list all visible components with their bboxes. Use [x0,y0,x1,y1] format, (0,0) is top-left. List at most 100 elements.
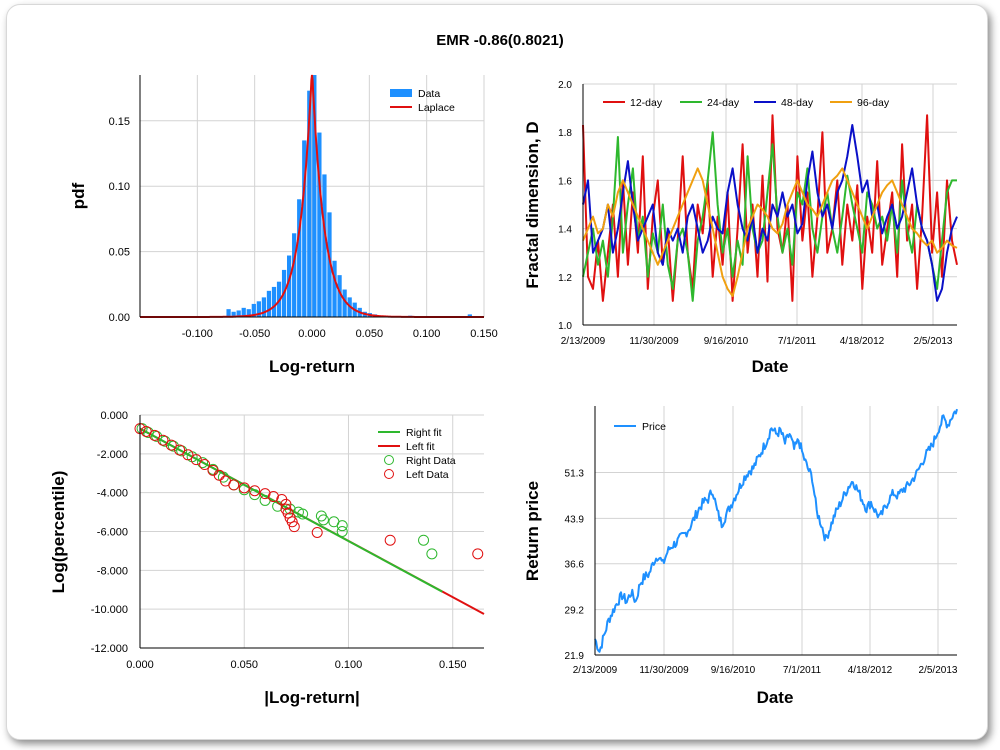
tail-right-data-point [315,510,327,522]
pdf-ylabel: pdf [69,182,88,209]
pdf-bar [332,260,337,317]
fractal-legend-label: 96-day [857,97,890,109]
tail-left-data-point [472,548,484,560]
fractal-legend-label: 12-day [630,97,663,109]
pdf-bar [297,199,302,317]
pdf-bar [287,255,292,317]
pdf-xlabel: Log-return [269,357,355,376]
price-ytick-label: 51.3 [565,468,585,479]
pdf-legend-swatch-data [390,89,412,97]
tail-left-data-point [384,534,396,546]
tail-left-data-point [228,479,240,491]
tail-xtick-label: 0.050 [230,659,258,671]
pdf-legend-data: Data [418,88,440,100]
pdf-xtick-label: -0.050 [239,328,270,340]
tail-left-data-point [157,434,169,446]
tail-left-data-point [213,469,225,481]
pdf-bar [241,307,246,317]
tail-left-data-point [149,429,161,441]
tail-legend-left-fit: Left fit [406,441,435,453]
tail-xtick-label: 0.000 [126,659,154,671]
pdf-xtick-label: 0.150 [470,328,498,340]
chart-panel [6,4,988,740]
price-ytick-label: 21.9 [565,651,585,662]
pdf-bar [307,90,312,317]
pdf-bar [246,309,251,317]
tail-right-data-point [418,534,430,546]
tail-left-data-point [282,507,294,519]
fractal-xtick-label: 11/30/2009 [629,336,679,347]
pdf-xtick-label: 0.100 [413,328,441,340]
fractal-xtick-label: 2/13/2009 [561,336,606,347]
price-xtick-label: 2/5/2013 [919,665,958,676]
tail-left-data-point [165,439,177,451]
tail-legend-swatch-right-data [384,455,394,465]
tail-xtick-label: 0.150 [439,659,467,671]
fractal-ylabel: Fractal dimension, D [523,121,542,288]
fractal-xlabel: Date [752,357,789,376]
tail-ytick-label: -4.000 [97,488,128,500]
pdf-bar [271,286,277,317]
pdf-bar [337,275,342,317]
pdf-ytick-label: 0.05 [109,247,130,259]
pdf-bar [292,233,297,317]
pdf-bar [256,301,261,317]
pdf-bar [342,289,347,317]
tail-left-data-point [199,459,211,471]
price-xtick-label: 7/1/2011 [783,665,822,676]
pdf-xtick-label: 0.000 [298,328,326,340]
tail-left-data-point [311,526,323,538]
tail-left-data-point [286,516,298,528]
fractal-legend-label: 24-day [707,97,740,109]
tail-right-data-point [426,548,438,560]
fractal-series-line [582,167,958,298]
fractal-ytick-label: 1.0 [558,321,572,332]
pdf-xtick-label: -0.100 [182,328,213,340]
tail-right-data-point [297,508,309,520]
pdf-bar [327,212,332,317]
tail-left-data-point [280,498,292,510]
tail-left-data-point [267,491,279,503]
tail-left-data-point [288,521,300,533]
tail-left-data-point [249,485,261,497]
tail-ylabel: Log(percentile) [49,471,68,594]
fractal-ytick-label: 1.8 [558,128,572,139]
tail-left-data-point [190,454,202,466]
pdf-ytick-label: 0.10 [109,181,130,193]
tail-legend-left-data: Left Data [406,469,449,481]
fractal-ytick-label: 1.6 [558,176,572,187]
tail-right-data-point [317,514,329,526]
price-ytick-label: 43.9 [565,514,585,525]
price-ytick-label: 36.6 [565,560,585,571]
pdf-bar [302,140,307,317]
figure-title: EMR -0.86(0.8021) [436,32,564,49]
fractal-ytick-label: 1.4 [558,225,572,236]
pdf-bar [226,309,231,317]
tail-xtick-label: 0.100 [335,659,363,671]
price-xlabel: Date [757,688,794,707]
fractal-xtick-label: 4/18/2012 [840,336,885,347]
pdf-ytick-label: 0.15 [109,116,130,128]
pdf-ytick-label: 0.00 [109,312,130,324]
pdf-bar [251,303,256,317]
tail-xlabel: |Log-return| [264,688,359,707]
price-xtick-label: 9/16/2010 [711,665,756,676]
pdf-bar [231,311,236,317]
pdf-bar [467,314,472,317]
tail-right-data-point [249,489,261,501]
tail-legend-right-data: Right Data [406,455,456,467]
tail-legend-swatch-left-data [384,469,394,479]
tail-legend-right-fit: Right fit [406,427,442,439]
tail-ytick-label: 0.000 [100,410,128,422]
tail-right-data-point [197,457,209,469]
price-xtick-label: 11/30/2009 [639,665,689,676]
tail-left-data-point [174,444,186,456]
pdf-bar [236,310,241,317]
price-xtick-label: 4/18/2012 [848,665,893,676]
tail-right-data-point [336,526,348,537]
pdf-bar [312,75,317,317]
pdf-bar [261,297,267,317]
price-legend-label: Price [642,421,666,433]
tail-left-data-point [259,488,271,500]
